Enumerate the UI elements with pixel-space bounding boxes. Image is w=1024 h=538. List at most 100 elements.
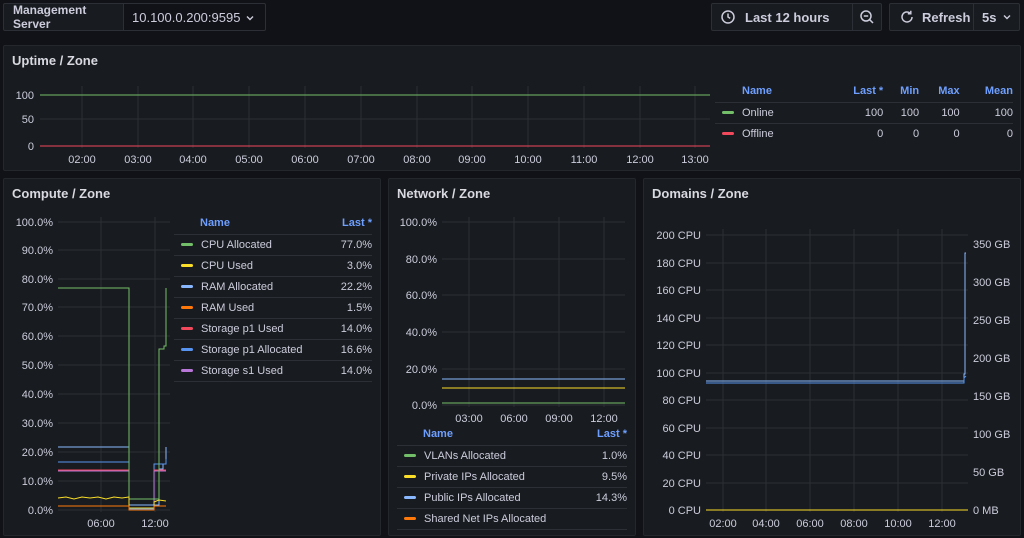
compute-legend: Name Last * CPU Allocated 77.0% CPU Used 3… bbox=[174, 213, 372, 382]
y-right-tick-label: 200 GB bbox=[973, 353, 1010, 365]
legend-series-name: CPU Used bbox=[201, 259, 253, 272]
x-tick-label: 10:00 bbox=[884, 518, 912, 530]
y-tick-label: 80.0% bbox=[406, 254, 437, 266]
y-tick-label: 10.0% bbox=[22, 476, 53, 488]
zoom-out-button[interactable] bbox=[852, 3, 882, 31]
x-tick-label: 12:00 bbox=[928, 518, 956, 530]
y-right-tick-label: 300 GB bbox=[973, 277, 1010, 289]
legend-row-offline[interactable]: Offline 0 0 0 0 bbox=[715, 122, 1013, 144]
legend-header-name[interactable]: Name bbox=[423, 428, 453, 441]
legend-row[interactable]: CPU Used 3.0% bbox=[174, 254, 372, 276]
x-tick-label: 05:00 bbox=[235, 154, 263, 166]
y-tick-label: 100 CPU bbox=[656, 368, 701, 380]
x-tick-label: 08:00 bbox=[403, 154, 431, 166]
y-tick-label: 0 CPU bbox=[669, 505, 701, 517]
x-tick-label: 04:00 bbox=[179, 154, 207, 166]
legend-row[interactable]: Storage p1 Used 14.0% bbox=[174, 317, 372, 339]
y-tick-label: 20.0% bbox=[406, 364, 437, 376]
legend-series-name: RAM Allocated bbox=[201, 280, 274, 293]
y-tick-label: 20.0% bbox=[22, 447, 53, 459]
x-tick-label: 12:00 bbox=[626, 154, 654, 166]
y-tick-label: 40.0% bbox=[406, 327, 437, 339]
series-color-swatch bbox=[404, 475, 416, 479]
zoom-out-icon bbox=[860, 10, 874, 24]
legend-row[interactable]: Storage p1 Allocated 16.6% bbox=[174, 338, 372, 360]
management-server-select[interactable]: 10.100.0.200:9595 bbox=[123, 3, 266, 31]
y-tick-label: 0.0% bbox=[412, 400, 437, 412]
x-tick-label: 06:00 bbox=[291, 154, 319, 166]
legend-row[interactable]: RAM Allocated 22.2% bbox=[174, 275, 372, 297]
legend-row[interactable]: VLANs Allocated 1.0% bbox=[397, 444, 627, 466]
x-tick-label: 04:00 bbox=[752, 518, 780, 530]
legend-row[interactable]: RAM Used 1.5% bbox=[174, 296, 372, 318]
y-tick-label: 100.0% bbox=[400, 217, 438, 229]
legend-header-name[interactable]: Name bbox=[200, 217, 230, 230]
series-color-swatch bbox=[404, 454, 416, 458]
y-tick-label: 120 CPU bbox=[656, 340, 701, 352]
y-tick-label: 100.0% bbox=[16, 217, 54, 229]
x-tick-label: 07:00 bbox=[347, 154, 375, 166]
legend-series-name: Online bbox=[742, 106, 774, 119]
legend-row-online[interactable]: Online 100 100 100 100 bbox=[715, 101, 1013, 123]
legend-header-last[interactable]: Last * bbox=[597, 428, 627, 441]
legend-last: 0 bbox=[826, 122, 884, 144]
series-color-swatch bbox=[181, 306, 193, 310]
legend-series-name: Storage p1 Used bbox=[201, 322, 284, 335]
x-tick-label: 12:00 bbox=[141, 518, 169, 530]
y-right-tick-label: 150 GB bbox=[973, 391, 1010, 403]
refresh-button[interactable]: Refresh bbox=[889, 3, 974, 31]
legend-header-last[interactable]: Last * bbox=[853, 85, 884, 98]
legend-series-name: Private IPs Allocated bbox=[424, 470, 525, 483]
legend-series-name: Shared Net IPs Allocated bbox=[424, 512, 547, 525]
y-tick-label: 50.0% bbox=[22, 360, 53, 372]
panel-title: Compute / Zone bbox=[12, 186, 111, 201]
y-tick-label: 40.0% bbox=[22, 389, 53, 401]
y-tick-label: 50 bbox=[22, 114, 34, 126]
y-right-tick-label: 50 GB bbox=[973, 467, 1004, 479]
series-cpu-allocated-line bbox=[58, 287, 167, 500]
legend-last: 14.0% bbox=[333, 317, 372, 339]
legend-last: 9.5% bbox=[587, 465, 627, 487]
x-tick-label: 02:00 bbox=[68, 154, 96, 166]
time-range-picker[interactable]: Last 12 hours bbox=[711, 3, 853, 31]
legend-series-name: Storage s1 Used bbox=[201, 364, 283, 377]
y-tick-label: 90.0% bbox=[22, 245, 53, 257]
panel-title: Network / Zone bbox=[397, 186, 491, 201]
uptime-panel: Uptime / Zone 100 50 0 02:00 03:00 04:00… bbox=[3, 45, 1021, 171]
legend-row[interactable]: Public IPs Allocated 14.3% bbox=[397, 486, 627, 508]
chevron-down-icon bbox=[246, 16, 254, 21]
legend-row[interactable]: CPU Allocated 77.0% bbox=[174, 233, 372, 255]
legend-series-name: Public IPs Allocated bbox=[424, 491, 521, 504]
legend-header-mean[interactable]: Mean bbox=[984, 85, 1013, 98]
legend-header-last[interactable]: Last * bbox=[342, 217, 372, 230]
legend-last: 100 bbox=[826, 101, 884, 123]
x-tick-label: 09:00 bbox=[458, 154, 486, 166]
legend-row[interactable]: Storage s1 Used 14.0% bbox=[174, 359, 372, 382]
legend-last: 77.0% bbox=[333, 233, 372, 255]
series-color-swatch bbox=[404, 517, 416, 521]
x-tick-label: 02:00 bbox=[709, 518, 737, 530]
x-tick-label: 03:00 bbox=[455, 413, 483, 424]
legend-header-max[interactable]: Max bbox=[938, 85, 960, 98]
legend-row[interactable]: Shared Net IPs Allocated bbox=[397, 507, 627, 530]
legend-series-name: CPU Allocated bbox=[201, 238, 272, 251]
legend-header-min[interactable]: Min bbox=[900, 85, 920, 98]
refresh-interval-picker[interactable]: 5s bbox=[973, 3, 1020, 31]
legend-min: 100 bbox=[883, 101, 920, 123]
x-tick-label: 13:00 bbox=[681, 154, 709, 166]
panel-title: Uptime / Zone bbox=[12, 53, 98, 68]
legend-header-name[interactable]: Name bbox=[742, 85, 772, 98]
series-color-swatch bbox=[181, 369, 193, 373]
y-tick-label: 60 CPU bbox=[662, 423, 701, 435]
series-color-swatch bbox=[181, 327, 193, 331]
series-storage-p1-allocated-line bbox=[58, 459, 167, 510]
y-right-tick-label: 0 MB bbox=[973, 505, 999, 517]
y-tick-label: 180 CPU bbox=[656, 258, 701, 270]
uptime-legend: Name Last * Min Max Mean Online 100 100 … bbox=[715, 81, 1013, 144]
series-color-swatch bbox=[722, 132, 734, 136]
y-tick-label: 140 CPU bbox=[656, 313, 701, 325]
clock-icon bbox=[721, 10, 735, 24]
compute-chart: 100.0% 90.0% 80.0% 70.0% 60.0% 50.0% 40.… bbox=[16, 217, 170, 530]
legend-row[interactable]: Private IPs Allocated 9.5% bbox=[397, 465, 627, 487]
domains-panel: Domains / Zone 200 CPU 180 CPU 160 CPU 1… bbox=[643, 178, 1021, 536]
